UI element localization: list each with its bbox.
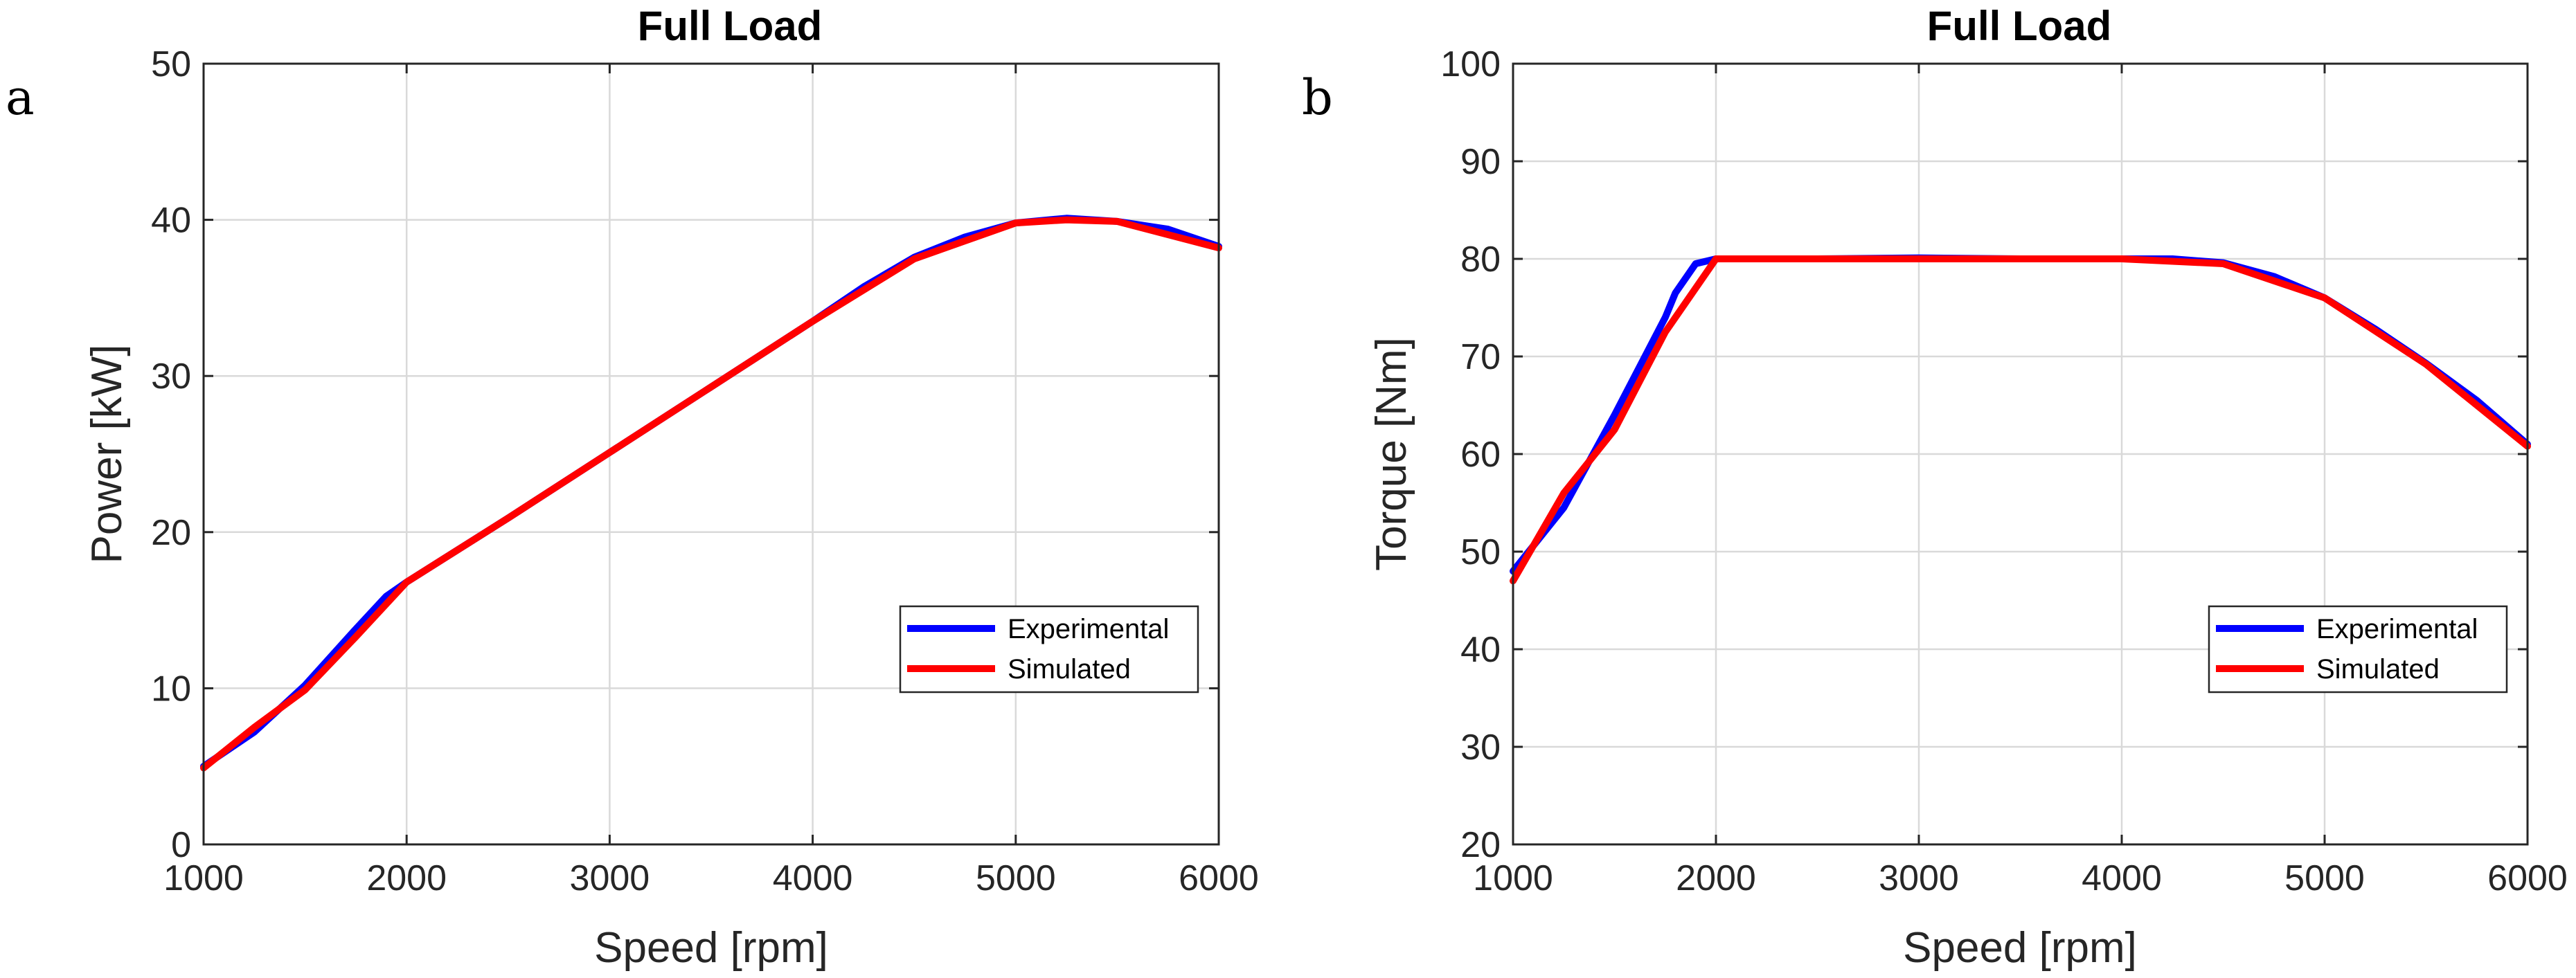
x-axis-label-a: Speed [rpm] [594,924,828,972]
series-group-b [1510,254,2531,585]
y-tick-label-40-a: 40 [151,201,191,241]
legend-label-simulated-b: Simulated [2316,654,2440,685]
grid-b [1513,64,2528,844]
ticks-b: 1000 2000 3000 4000 5000 6000 20 30 40 50 60 70 80 90… [1440,44,2568,898]
y-axis-label-a: Power [kW] [83,345,131,564]
x-tick-label-2000-b: 2000 [1676,858,1756,898]
grid-a [204,64,1219,844]
x-tick-label-4000-a: 4000 [773,858,853,898]
x-tick-label-2000-a: 2000 [366,858,447,898]
series-line-simulated-a [200,216,1222,772]
legend-label-experimental-a: Experimental [1008,614,1169,644]
x-tick-label-1000-b: 1000 [1473,858,1553,898]
chart-panel-a: a Full Load 1000 2000 3000 4000 5000 6000 0 10 2… [6,3,1259,972]
x-tick-label-5000-b: 5000 [2284,858,2365,898]
x-tick-label-6000-a: 6000 [1179,858,1259,898]
panel-letter-b: b [1302,69,1333,126]
legend-label-experimental-b: Experimental [2316,614,2478,644]
y-tick-label-100-b: 100 [1440,44,1501,84]
series-line-experimental-b [1510,254,2531,575]
legend-a: Experimental Simulated [899,605,1199,694]
legend-b: Experimental Simulated [2208,605,2508,694]
series-group-a [200,215,1222,772]
chart-title-a: Full Load [638,3,823,49]
legend-box-b [2208,605,2508,694]
y-tick-label-80-b: 80 [1460,239,1501,280]
x-tick-label-4000-b: 4000 [2082,858,2162,898]
x-tick-label-5000-a: 5000 [976,858,1056,898]
y-tick-label-60-b: 60 [1460,435,1501,475]
ticks-a: 1000 2000 3000 4000 5000 6000 0 10 20 30 40 50 [151,44,1259,898]
y-tick-label-30-b: 30 [1460,727,1501,768]
y-tick-label-20-a: 20 [151,513,191,553]
series-line-simulated-b [1510,255,2531,585]
y-tick-label-90-b: 90 [1460,142,1501,182]
legend-label-simulated-a: Simulated [1008,654,1131,685]
chart-panel-b: b Full Load 1000 2000 3000 4000 5000 6000 20 30… [1302,3,2568,972]
x-axis-label-b: Speed [rpm] [1903,924,2137,972]
legend-box-a [899,605,1199,694]
x-tick-label-3000-b: 3000 [1879,858,1959,898]
y-tick-label-40-b: 40 [1460,630,1501,670]
y-tick-label-20-b: 20 [1460,825,1501,865]
x-tick-label-1000-a: 1000 [163,858,244,898]
y-tick-label-10-a: 10 [151,669,191,709]
y-tick-label-30-a: 30 [151,356,191,397]
y-tick-label-70-b: 70 [1460,337,1501,377]
panel-letter-a: a [6,69,35,126]
x-tick-label-3000-a: 3000 [570,858,650,898]
y-tick-label-50-b: 50 [1460,532,1501,572]
y-tick-label-0-a: 0 [171,825,191,865]
x-tick-label-6000-b: 6000 [2487,858,2568,898]
y-axis-label-b: Torque [Nm] [1368,337,1415,571]
chart-title-b: Full Load [1927,3,2112,49]
y-tick-label-50-a: 50 [151,44,191,84]
axes-box-a [202,62,1220,846]
